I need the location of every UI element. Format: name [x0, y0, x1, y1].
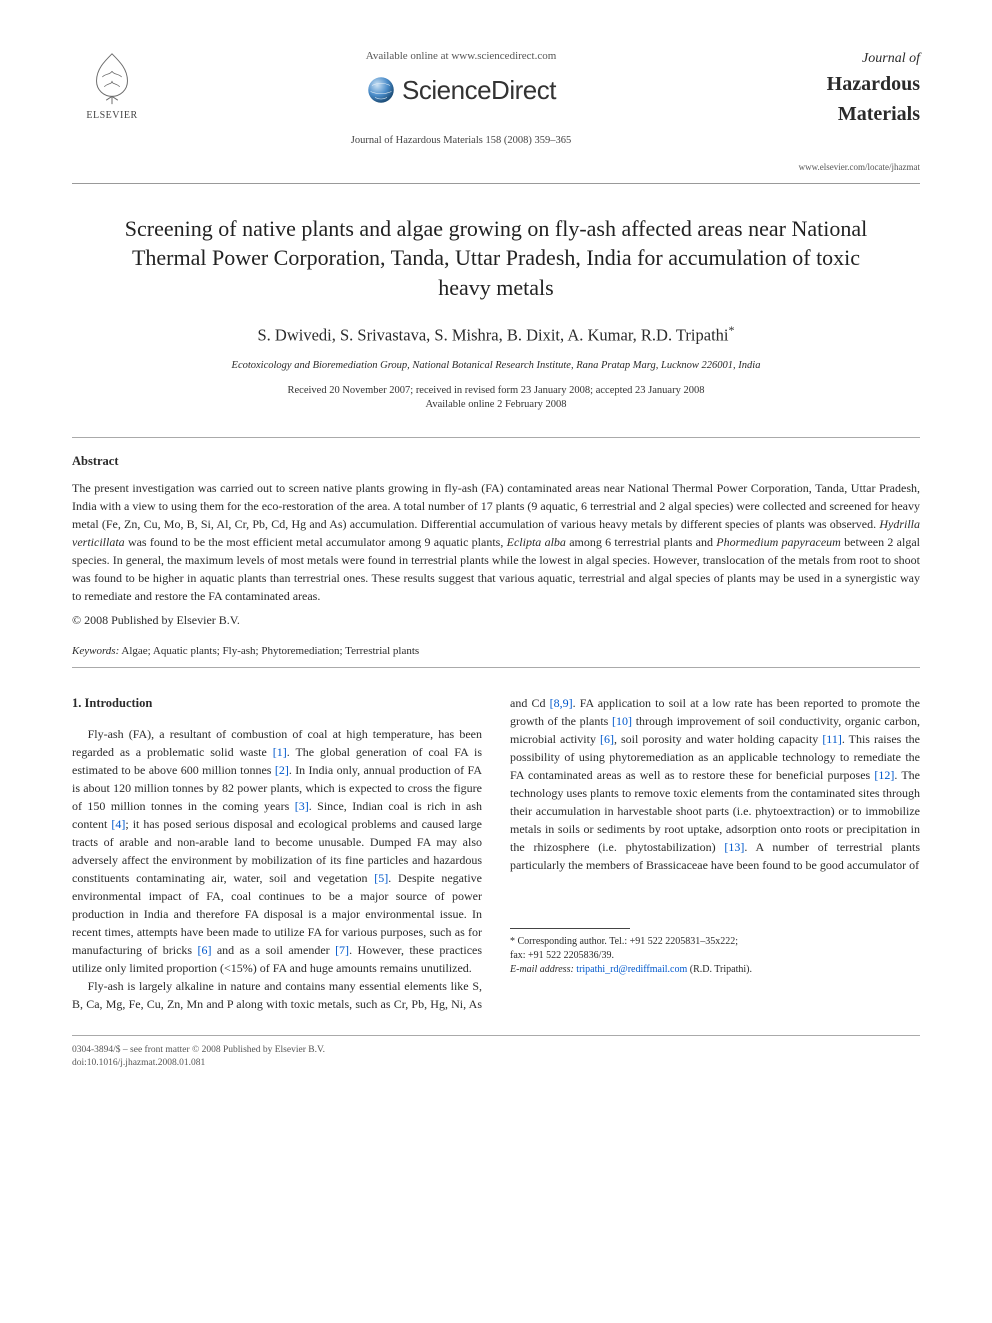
article-dates: Received 20 November 2007; received in r…	[72, 384, 920, 413]
ref-6[interactable]: [6]	[197, 943, 211, 957]
ref-4[interactable]: [4]	[111, 817, 125, 831]
intro-para-1: Fly-ash (FA), a resultant of combustion …	[72, 725, 482, 977]
journal-title-line1: Journal of	[770, 48, 920, 69]
ref-2[interactable]: [2]	[275, 763, 289, 777]
footer-rule	[72, 1035, 920, 1036]
elsevier-label: ELSEVIER	[86, 108, 137, 123]
ref-3[interactable]: [3]	[295, 799, 309, 813]
dates-online: Available online 2 February 2008	[72, 398, 920, 413]
header-row: ELSEVIER Available online at www.science…	[72, 48, 920, 175]
footnote-fax: fax: +91 522 2205836/39.	[510, 949, 920, 963]
footnote-email-line: E-mail address: tripathi_rd@rediffmail.c…	[510, 963, 920, 977]
journal-title: Journal of Hazardous Materials	[770, 48, 920, 129]
footer-line1: 0304-3894/$ – see front matter © 2008 Pu…	[72, 1044, 920, 1057]
elsevier-tree-icon	[83, 48, 141, 106]
ref-1[interactable]: [1]	[273, 745, 287, 759]
journal-url: www.elsevier.com/locate/jhazmat	[770, 161, 920, 175]
email-suffix: (R.D. Tripathi).	[687, 964, 752, 975]
sciencedirect-logo: ScienceDirect	[366, 71, 556, 110]
post-abstract-rule	[72, 667, 920, 668]
header-rule	[72, 183, 920, 184]
footer-text: 0304-3894/$ – see front matter © 2008 Pu…	[72, 1044, 920, 1071]
footnote-tel: * Corresponding author. Tel.: +91 522 22…	[510, 935, 920, 949]
abstract-copyright: © 2008 Published by Elsevier B.V.	[72, 611, 920, 629]
intro-heading: 1. Introduction	[72, 694, 482, 713]
ref-8-9[interactable]: [8,9]	[550, 696, 573, 710]
email-label: E-mail address:	[510, 964, 574, 975]
keywords-text: Algae; Aquatic plants; Fly-ash; Phytorem…	[119, 645, 419, 657]
ref-12[interactable]: [12]	[874, 768, 894, 782]
available-online-text: Available online at www.sciencedirect.co…	[176, 48, 746, 65]
footnote-rule	[510, 928, 630, 929]
abstract-heading: Abstract	[72, 452, 920, 471]
ref-11[interactable]: [11]	[822, 732, 842, 746]
corresponding-mark: *	[728, 323, 734, 337]
journal-title-line2: Hazardous	[770, 69, 920, 99]
elsevier-logo-block: ELSEVIER	[72, 48, 152, 123]
species-3: Phormedium papyraceum	[716, 535, 841, 549]
ref-10[interactable]: [10]	[612, 714, 632, 728]
keywords-line: Keywords: Algae; Aquatic plants; Fly-ash…	[72, 643, 920, 660]
authors-line: S. Dwivedi, S. Srivastava, S. Mishra, B.…	[72, 321, 920, 348]
journal-title-block: Journal of Hazardous Materials www.elsev…	[770, 48, 920, 175]
body-columns: 1. Introduction Fly-ash (FA), a resultan…	[72, 694, 920, 1013]
sciencedirect-icon	[366, 75, 396, 105]
ref-6b[interactable]: [6]	[600, 732, 614, 746]
authors-names: S. Dwivedi, S. Srivastava, S. Mishra, B.…	[258, 325, 729, 344]
ref-13[interactable]: [13]	[724, 840, 744, 854]
keywords-label: Keywords:	[72, 645, 119, 657]
email-address[interactable]: tripathi_rd@rediffmail.com	[576, 964, 687, 975]
sciencedirect-text: ScienceDirect	[402, 71, 556, 110]
ref-5[interactable]: [5]	[374, 871, 388, 885]
abstract-text-3: among 6 terrestrial plants and	[566, 535, 716, 549]
abstract-body: The present investigation was carried ou…	[72, 479, 920, 605]
footer-doi: doi:10.1016/j.jhazmat.2008.01.081	[72, 1057, 920, 1070]
affiliation: Ecotoxicology and Bioremediation Group, …	[72, 358, 920, 374]
abstract-text-1: The present investigation was carried ou…	[72, 481, 920, 531]
dates-received: Received 20 November 2007; received in r…	[72, 384, 920, 399]
abstract-text-2: was found to be the most efficient metal…	[125, 535, 507, 549]
pre-abstract-rule	[72, 437, 920, 438]
species-2: Eclipta alba	[507, 535, 566, 549]
article-title: Screening of native plants and algae gro…	[116, 214, 876, 303]
center-header: Available online at www.sciencedirect.co…	[152, 48, 770, 148]
journal-reference: Journal of Hazardous Materials 158 (2008…	[176, 133, 746, 149]
corresponding-footnote: * Corresponding author. Tel.: +91 522 22…	[510, 935, 920, 977]
journal-title-line3: Materials	[770, 99, 920, 129]
ref-7[interactable]: [7]	[335, 943, 349, 957]
